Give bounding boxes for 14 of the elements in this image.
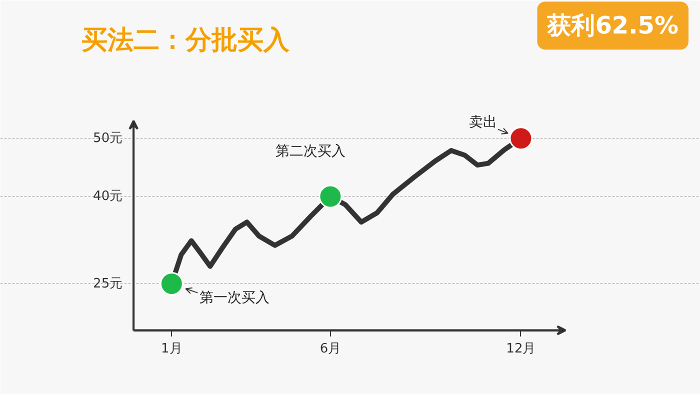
point <box>318 184 342 208</box>
annotation: 第一次买入 <box>200 290 270 306</box>
y-tick-label: 40元 <box>93 188 123 204</box>
annotation: 第二次买入 <box>275 143 346 160</box>
chart-title: 买法二：分批买入 <box>82 26 291 56</box>
point <box>509 126 533 150</box>
y-tick-label: 25元 <box>93 276 123 292</box>
x-tick-label: 12月 <box>506 341 536 356</box>
annotation: 卖出 <box>468 114 497 130</box>
x-tick-label: 1月 <box>161 341 182 356</box>
text: 获利62.5% <box>546 12 678 40</box>
x-tick-label: 6月 <box>320 341 342 356</box>
point <box>160 272 184 296</box>
y-tick-label: 50元 <box>93 130 123 146</box>
